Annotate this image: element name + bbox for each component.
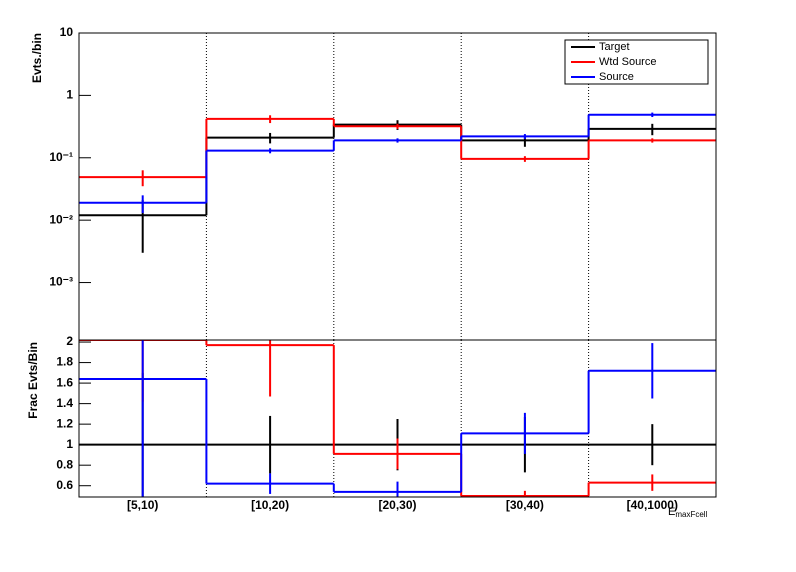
x-tick-label: [40,1000) (627, 498, 678, 512)
x-tick-label: [10,20) (251, 498, 289, 512)
x-axis-label-sub: maxFcell (675, 510, 707, 519)
ratio-frame (78, 339, 717, 498)
legend: Target Wtd Source Source (564, 39, 709, 85)
y-tick-label: 1.4 (56, 396, 73, 410)
y-tick-label: 0.6 (56, 478, 73, 492)
ratio-plot (79, 340, 716, 497)
y-tick-label: 10⁻² (49, 212, 73, 226)
y-tick-label: 2 (66, 334, 73, 348)
x-tick-label: [20,30) (378, 498, 416, 512)
y-tick-label: 1.2 (56, 416, 73, 430)
legend-label: Target (599, 41, 630, 53)
y-tick-label: 1.6 (56, 375, 73, 389)
y-tick-label: 10 (60, 25, 74, 39)
x-axis-label: EmaxFcell (668, 506, 708, 519)
x-tick-label: [30,40) (506, 498, 544, 512)
y-tick-label: 10⁻³ (49, 275, 73, 289)
y-axis-label: Evts./bin (30, 33, 44, 83)
x-axis-label-main: E (668, 506, 675, 518)
y-axis-label: Frac Evts/Bin (26, 342, 40, 419)
y-tick-label: 0.8 (56, 457, 73, 471)
y-tick-label: 1.8 (56, 355, 73, 369)
y-tick-label: 1 (66, 88, 73, 102)
top-plot (79, 33, 716, 340)
y-tick-label: 10⁻¹ (49, 150, 73, 164)
legend-label: Wtd Source (599, 56, 656, 68)
y-tick-label: 1 (66, 437, 73, 451)
legend-label: Source (599, 71, 634, 83)
x-tick-label: [5,10) (127, 498, 158, 512)
